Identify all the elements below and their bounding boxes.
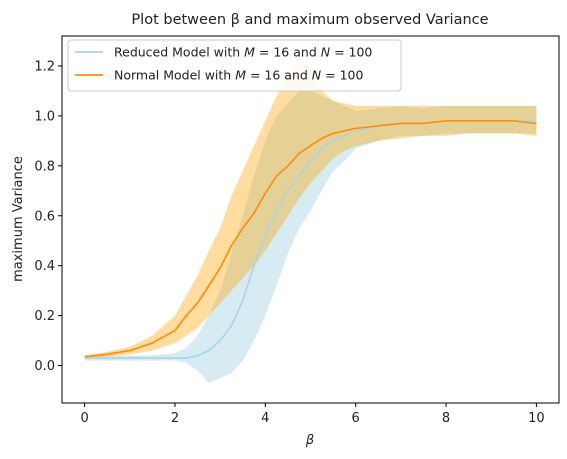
band-normal <box>84 60 537 359</box>
legend-label-normal: Normal Model with M = 16 and N = 100 <box>114 68 363 83</box>
legend-label-normal-n-val: = 100 <box>321 68 363 83</box>
x-axis-ticks: 0 2 4 6 8 10 <box>80 403 545 426</box>
line-normal <box>84 120 537 358</box>
y-tick-label-4: 0.8 <box>34 159 55 174</box>
y-tick-label-0: 0.0 <box>34 359 55 374</box>
legend-label-reduced-pre: Reduced Model with <box>114 45 244 60</box>
legend: Reduced Model with M = 16 and N = 100 No… <box>67 39 402 92</box>
y-axis-ticks: 0.0 0.2 0.4 0.6 0.8 1.0 1.2 <box>34 59 62 374</box>
legend-box <box>67 39 402 92</box>
y-tick-label-5: 1.0 <box>34 109 55 124</box>
legend-label-reduced: Reduced Model with M = 16 and N = 100 <box>114 45 372 60</box>
x-tick-label-1: 2 <box>171 411 179 426</box>
y-tick-label-1: 0.2 <box>34 309 55 324</box>
legend-label-normal-n-var: N <box>312 68 322 83</box>
x-tick-label-5: 10 <box>528 411 545 426</box>
legend-label-reduced-n-var: N <box>321 45 331 60</box>
y-tick-label-2: 0.4 <box>34 259 55 274</box>
chart-title-text: Plot between β and maximum observed Vari… <box>131 12 488 28</box>
legend-label-reduced-n-val: = 100 <box>330 45 372 60</box>
x-tick-label-3: 6 <box>352 411 360 426</box>
x-tick-label-0: 0 <box>80 411 88 426</box>
chart-title: Plot between β and maximum observed Vari… <box>131 12 488 28</box>
y-tick-label-6: 1.2 <box>34 59 55 74</box>
x-axis-label: β <box>305 433 314 448</box>
legend-label-reduced-m-var: M <box>244 45 255 60</box>
y-axis-label: maximum Variance <box>11 156 26 282</box>
y-tick-label-3: 0.6 <box>34 209 55 224</box>
legend-label-reduced-m-val: = 16 and <box>255 45 321 60</box>
x-tick-label-4: 8 <box>442 411 450 426</box>
legend-label-normal-m-var: M <box>235 68 246 83</box>
series-lines <box>84 120 537 359</box>
x-tick-label-2: 4 <box>261 411 269 426</box>
legend-label-normal-m-val: = 16 and <box>246 68 312 83</box>
legend-label-normal-pre: Normal Model with <box>114 68 235 83</box>
axes-frame <box>61 35 560 404</box>
